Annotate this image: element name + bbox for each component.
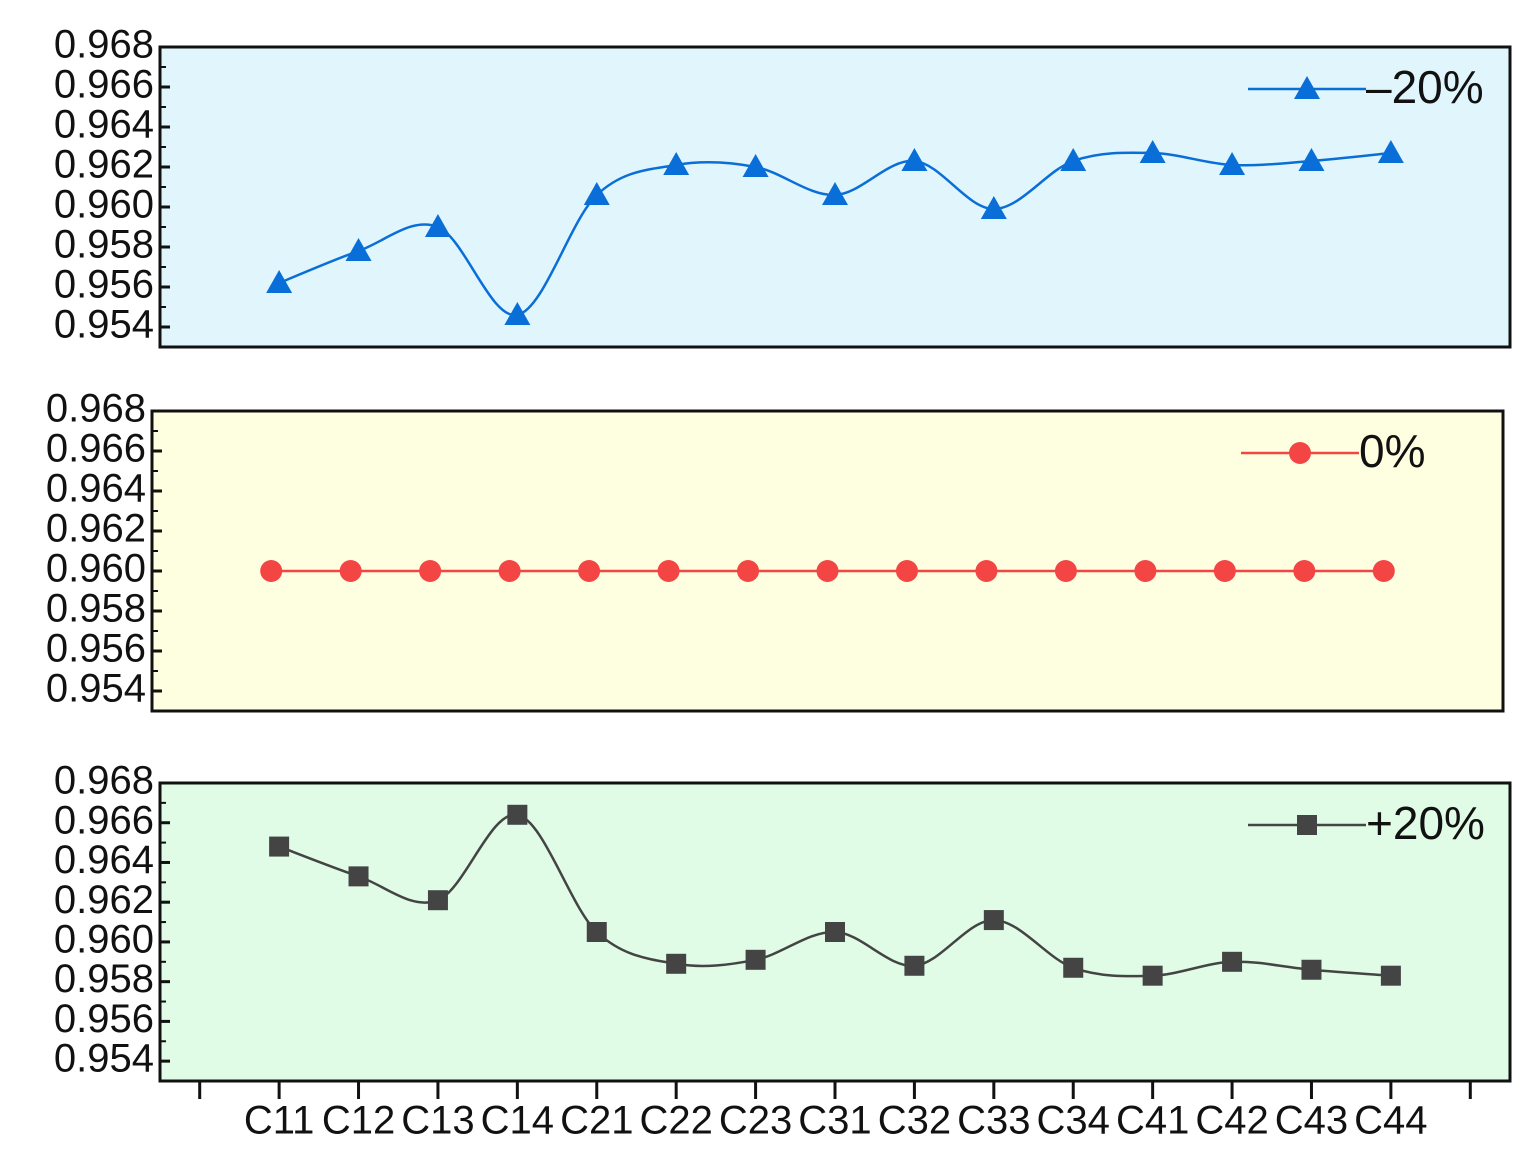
y-tick-label: 0.954 <box>54 1037 154 1081</box>
x-tick-label: C33 <box>957 1099 1030 1143</box>
legend-text: +20% <box>1366 797 1485 849</box>
marker <box>498 560 521 582</box>
marker <box>1377 140 1404 163</box>
marker <box>1142 965 1163 986</box>
marker <box>419 560 442 582</box>
x-tick-label: C41 <box>1116 1099 1189 1143</box>
x-tick-label: C11 <box>244 1099 314 1143</box>
marker <box>901 148 928 171</box>
marker <box>260 560 283 582</box>
legend-text: 0% <box>1359 425 1425 477</box>
x-tick-label: C12 <box>322 1099 395 1143</box>
y-tick-label: 0.954 <box>46 667 146 711</box>
marker <box>1298 148 1325 171</box>
y-tick-label: 0.956 <box>54 263 154 307</box>
legend-text: –20% <box>1366 61 1484 113</box>
y-tick-label: 0.968 <box>54 23 154 67</box>
marker <box>266 270 293 293</box>
marker <box>816 560 839 582</box>
marker <box>983 910 1004 931</box>
marker <box>1219 152 1246 175</box>
marker <box>1060 148 1087 171</box>
y-tick-label: 0.960 <box>46 547 146 591</box>
y-tick-label: 0.954 <box>54 303 154 347</box>
y-tick-label: 0.958 <box>46 587 146 631</box>
y-tick-label: 0.958 <box>54 223 154 267</box>
marker <box>427 890 448 911</box>
marker <box>339 560 362 582</box>
y-tick-label: 0.962 <box>54 878 154 922</box>
marker <box>657 560 680 582</box>
marker <box>507 804 528 825</box>
marker <box>1134 560 1157 582</box>
marker <box>1297 815 1317 835</box>
y-tick-label: 0.962 <box>46 507 146 551</box>
marker <box>345 238 372 261</box>
x-tick-label: C43 <box>1275 1099 1348 1143</box>
marker <box>348 866 369 887</box>
y-tick-label: 0.962 <box>54 143 154 187</box>
series-line <box>278 151 1392 317</box>
marker <box>269 836 290 857</box>
x-tick-label: C14 <box>481 1099 554 1143</box>
marker <box>742 154 769 177</box>
marker <box>504 302 531 325</box>
y-tick-label: 0.966 <box>54 798 154 842</box>
x-tick-label: C42 <box>1195 1099 1268 1143</box>
x-tick-label: C32 <box>878 1099 951 1143</box>
marker <box>825 922 845 942</box>
marker <box>1289 442 1311 464</box>
y-tick-label: 0.968 <box>46 387 146 431</box>
x-tick-label: C31 <box>798 1099 871 1143</box>
x-tick-label: C13 <box>401 1099 474 1143</box>
y-tick-label: 0.966 <box>46 427 146 471</box>
marker <box>1213 560 1236 582</box>
marker <box>663 152 690 175</box>
y-tick-label: 0.968 <box>54 759 154 803</box>
y-tick-label: 0.964 <box>46 467 146 511</box>
marker <box>822 182 848 205</box>
marker <box>904 955 925 976</box>
plot-frame <box>150 409 1505 713</box>
y-tick-label: 0.964 <box>54 838 154 882</box>
marker <box>1301 959 1322 980</box>
marker <box>1380 965 1401 986</box>
marker <box>1222 951 1243 972</box>
marker <box>737 560 760 582</box>
x-tick-label: C23 <box>719 1099 792 1143</box>
marker <box>424 214 451 237</box>
y-tick-label: 0.960 <box>54 917 154 961</box>
y-tick-label: 0.966 <box>54 63 154 107</box>
plot-frame <box>158 45 1512 349</box>
marker <box>1293 560 1316 582</box>
x-tick-label: C44 <box>1354 1099 1427 1143</box>
marker <box>1139 140 1166 163</box>
marker <box>895 560 918 582</box>
y-tick-label: 0.956 <box>46 627 146 671</box>
plot-frame <box>158 781 1512 1083</box>
x-tick-label: C21 <box>560 1099 633 1143</box>
marker <box>1372 560 1395 582</box>
marker <box>666 953 687 974</box>
marker <box>975 560 998 582</box>
marker <box>980 196 1007 219</box>
marker <box>1054 560 1077 582</box>
marker <box>1063 957 1084 978</box>
x-tick-label: C34 <box>1037 1099 1110 1143</box>
y-tick-label: 0.956 <box>54 997 154 1041</box>
marker <box>578 560 601 582</box>
x-tick-label: C22 <box>639 1099 712 1143</box>
marker <box>745 949 766 970</box>
y-tick-label: 0.960 <box>54 183 154 227</box>
marker <box>583 182 610 205</box>
y-tick-label: 0.958 <box>54 957 154 1001</box>
marker <box>1294 76 1320 99</box>
y-tick-label: 0.964 <box>54 103 154 147</box>
marker <box>586 922 607 942</box>
